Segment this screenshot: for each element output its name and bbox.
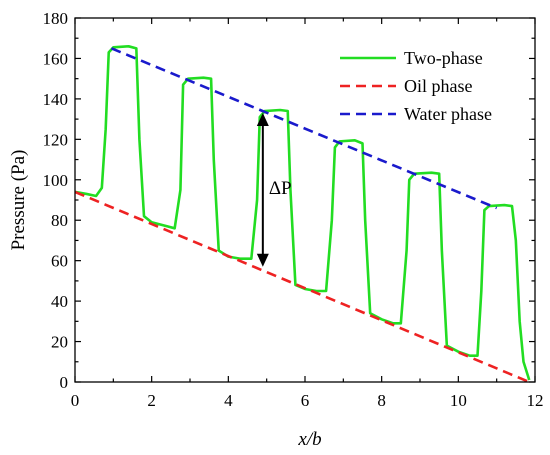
x-tick-label: 0 bbox=[71, 391, 80, 410]
x-tick-label: 2 bbox=[147, 391, 156, 410]
legend-label-water-phase: Water phase bbox=[404, 104, 492, 124]
legend: Two-phase Oil phase Water phase bbox=[340, 48, 492, 124]
x-tick-label: 4 bbox=[224, 391, 233, 410]
y-tick-label: 160 bbox=[43, 49, 69, 68]
y-tick-label: 180 bbox=[43, 9, 69, 28]
y-tick-label: 100 bbox=[43, 171, 69, 190]
y-tick-label: 140 bbox=[43, 90, 69, 109]
series-line-two-phase bbox=[75, 45, 531, 381]
x-axis-label: x/b bbox=[297, 429, 321, 450]
x-tick-label: 6 bbox=[301, 391, 310, 410]
legend-label-two-phase: Two-phase bbox=[404, 48, 483, 68]
y-tick-label: 0 bbox=[60, 373, 69, 392]
legend-label-oil-phase: Oil phase bbox=[404, 76, 472, 96]
series-line-oil-phase bbox=[75, 190, 530, 382]
delta-p-label: ΔP bbox=[269, 178, 292, 199]
x-tick-label: 10 bbox=[450, 391, 467, 410]
x-tick-label: 8 bbox=[377, 391, 386, 410]
y-tick-label: 20 bbox=[51, 333, 68, 352]
x-tick-label: 12 bbox=[527, 391, 544, 410]
series-line-water-phase bbox=[110, 47, 498, 210]
y-tick-label: 60 bbox=[51, 252, 68, 271]
series-layer bbox=[75, 45, 531, 382]
delta-p-arrow-head-bottom bbox=[256, 253, 269, 267]
annotation-layer: ΔP bbox=[256, 113, 292, 267]
axis-layer: 0 2 4 6 8 10 12020406080100120140160180x/bPres… bbox=[8, 9, 544, 450]
y-tick-label: 40 bbox=[51, 292, 68, 311]
y-tick-label: 120 bbox=[43, 130, 69, 149]
y-tick-label: 80 bbox=[51, 211, 68, 230]
y-axis-label: Pressure (Pa) bbox=[8, 150, 29, 251]
delta-p-arrow-head-top bbox=[256, 113, 269, 127]
